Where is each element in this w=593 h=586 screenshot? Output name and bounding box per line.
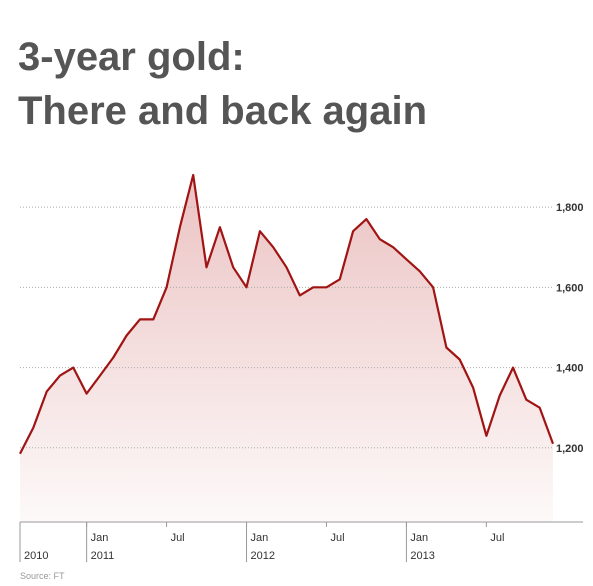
x-tick-label: Jan <box>251 532 269 544</box>
y-tick-label: 1,600 <box>556 282 584 294</box>
area <box>20 175 553 522</box>
source: Source: FT <box>20 571 65 581</box>
chart-title: 3-year gold: <box>18 35 245 79</box>
year-label: 2012 <box>251 550 275 562</box>
x-tick-label: Jul <box>171 532 185 544</box>
y-tick-label: 1,200 <box>556 443 584 455</box>
year-label: 2010 <box>24 550 48 562</box>
x-tick-label: Jan <box>410 532 428 544</box>
year-label: 2013 <box>410 550 434 562</box>
y-tick-label: 1,400 <box>556 363 584 375</box>
line <box>19 173 555 455</box>
year-label: 2011 <box>91 550 115 562</box>
y-tick-label: 1,800 <box>556 202 584 214</box>
x-tick-label: Jul <box>490 532 504 544</box>
x-tick-label: Jul <box>330 532 344 544</box>
chart-title: There and back again <box>18 89 427 133</box>
x-tick-label: Jan <box>91 532 109 544</box>
